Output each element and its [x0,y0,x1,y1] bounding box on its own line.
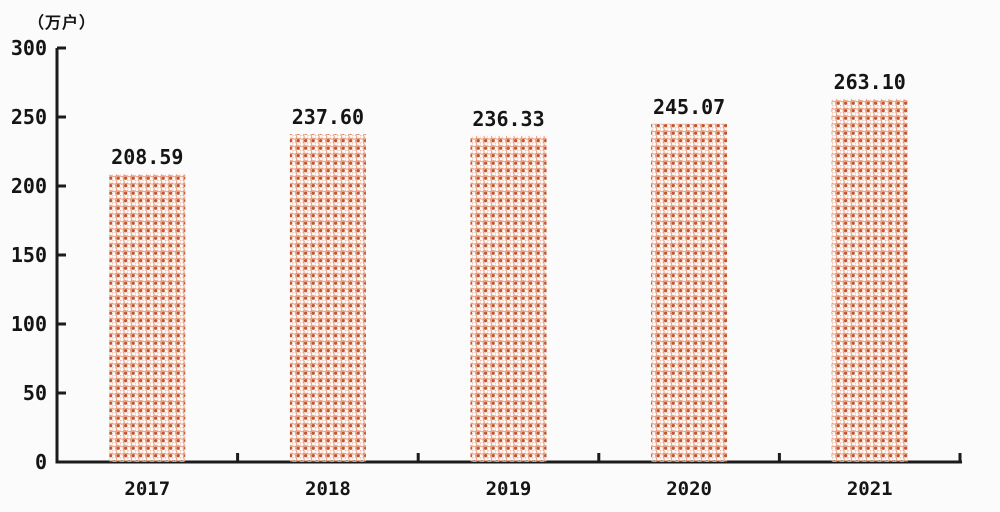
y-axis-tick-label: 200 [11,174,47,198]
y-axis-tick-label: 100 [11,312,47,336]
bar-2019 [470,135,547,462]
x-axis-category-label-2017: 2017 [124,478,170,500]
bar-2018 [289,134,366,462]
x-axis-category-label-2021: 2021 [847,478,893,500]
y-axis-tick-label: 0 [35,450,47,474]
y-axis-unit-label: （万户） [28,13,97,32]
bar-2020 [651,123,728,462]
bar-value-label-2021: 263.10 [834,70,906,94]
bar-value-label-2017: 208.59 [111,145,183,169]
x-axis-category-label-2019: 2019 [486,478,532,500]
y-axis-tick-label: 150 [11,243,47,267]
y-axis-tick-label: 250 [11,105,47,129]
bar-value-label-2020: 245.07 [653,95,725,119]
x-axis-category-label-2020: 2020 [666,478,712,500]
bar-2021 [831,98,908,462]
y-axis-tick-label: 300 [11,36,47,60]
bar-value-label-2018: 237.60 [292,105,364,129]
x-axis-category-label-2018: 2018 [305,478,351,500]
y-axis-tick-label: 50 [23,381,47,405]
bar-2017 [109,174,186,462]
bar-value-label-2019: 236.33 [472,107,544,131]
